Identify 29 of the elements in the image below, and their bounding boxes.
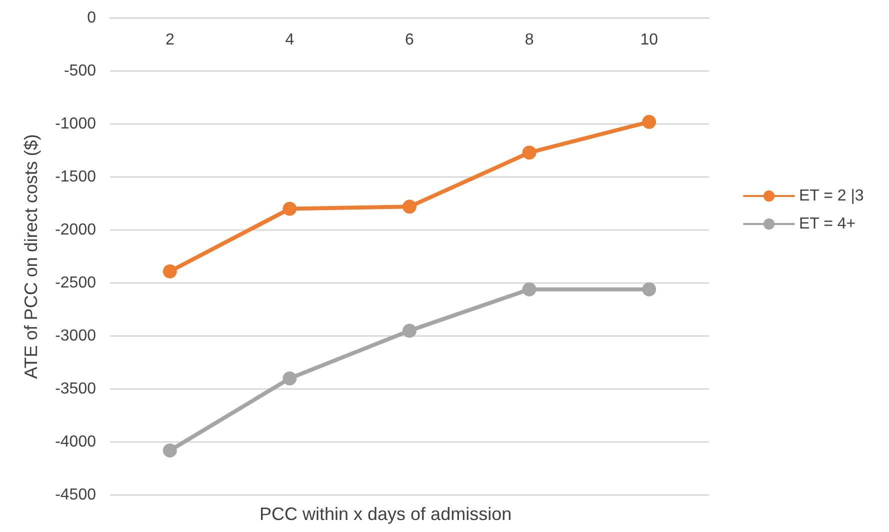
x-tick-label: 8 [524, 32, 534, 48]
legend-label: ET = 2 |3 [799, 188, 864, 204]
y-tick-label: 0 [87, 10, 96, 26]
x-tick-label: 2 [165, 32, 174, 48]
point [162, 443, 177, 458]
point [162, 264, 177, 278]
y-tick-label: -3500 [55, 380, 96, 398]
y-tick-label: -1000 [55, 116, 96, 132]
y-axis-title: ATE of PCC on direct costs ($) [21, 134, 41, 379]
point [282, 371, 297, 386]
x-tick-label: 4 [285, 32, 294, 48]
y-tick-label: -3000 [55, 328, 96, 344]
point [642, 114, 656, 129]
point [642, 282, 656, 296]
y-tick-label: -2000 [55, 222, 96, 238]
point [282, 202, 297, 216]
x-tick-label: 6 [405, 32, 414, 48]
legend-label: ET = 4+ [799, 216, 856, 232]
y-tick-label: -1500 [55, 168, 96, 186]
y-tick-label: -500 [64, 62, 96, 80]
point [402, 200, 416, 214]
y-tick-label: -2500 [55, 274, 96, 292]
point [522, 146, 536, 160]
y-tick-label: -4000 [55, 434, 96, 450]
y-tick-label: -4500 [55, 486, 96, 504]
x-axis-title: PCC within x days of admission [260, 504, 512, 524]
point [402, 324, 416, 338]
point [522, 282, 536, 296]
x-tick-label: 10 [640, 32, 658, 48]
